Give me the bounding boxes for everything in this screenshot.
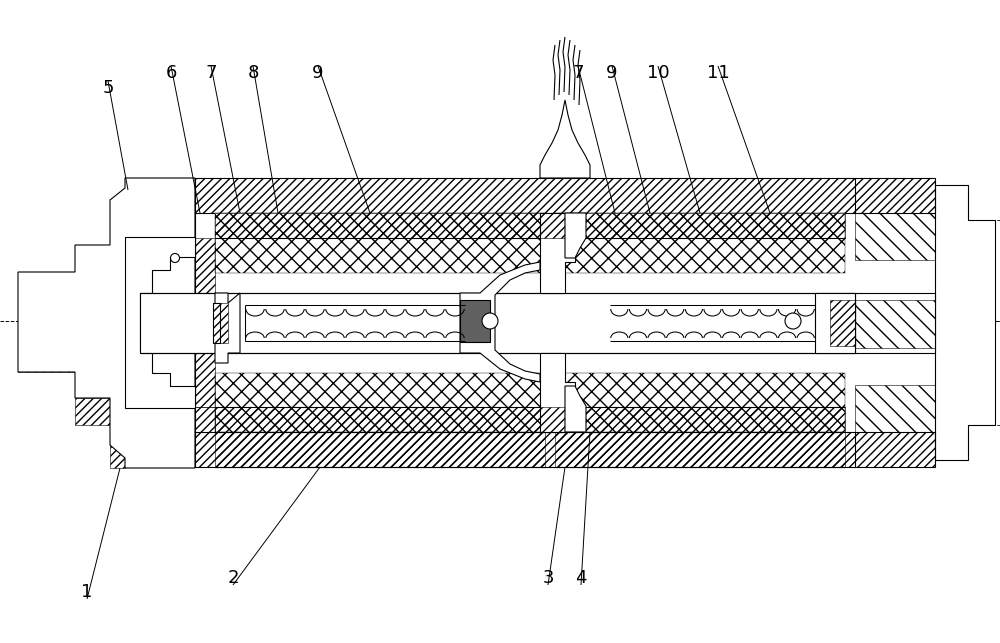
Text: 3: 3 — [542, 569, 554, 587]
Polygon shape — [460, 262, 540, 382]
Bar — [555, 213, 845, 238]
Polygon shape — [18, 178, 195, 468]
Circle shape — [482, 313, 498, 329]
Bar — [195, 407, 215, 432]
Text: 4: 4 — [575, 569, 587, 587]
Bar — [75, 245, 110, 275]
Polygon shape — [855, 293, 935, 353]
Bar — [855, 178, 935, 213]
Bar — [555, 373, 845, 432]
Polygon shape — [540, 213, 575, 293]
Bar — [555, 407, 845, 432]
Text: 7: 7 — [205, 64, 217, 82]
Polygon shape — [215, 293, 240, 363]
Bar — [215, 213, 545, 238]
Bar — [968, 220, 995, 425]
Polygon shape — [935, 185, 995, 460]
Bar — [195, 432, 855, 467]
Bar — [215, 407, 545, 432]
Bar — [213, 303, 220, 343]
Polygon shape — [460, 300, 490, 342]
Bar — [540, 407, 565, 432]
Text: 6: 6 — [165, 64, 177, 82]
Bar — [195, 353, 215, 407]
Bar — [855, 432, 935, 467]
Polygon shape — [125, 237, 195, 408]
Bar — [555, 213, 845, 273]
Bar — [820, 300, 855, 346]
Polygon shape — [540, 353, 575, 432]
Bar — [18, 272, 75, 302]
Bar — [140, 293, 855, 353]
Bar — [18, 342, 75, 372]
Text: 8: 8 — [247, 64, 259, 82]
Text: 1: 1 — [81, 583, 93, 601]
Text: 9: 9 — [606, 64, 618, 82]
Polygon shape — [815, 293, 855, 353]
Text: 2: 2 — [227, 569, 239, 587]
Text: 10: 10 — [647, 64, 669, 82]
Polygon shape — [565, 213, 586, 258]
Bar — [935, 185, 968, 220]
Bar — [195, 178, 855, 213]
Circle shape — [785, 313, 801, 329]
Text: 7: 7 — [572, 64, 584, 82]
Bar — [540, 213, 565, 238]
Polygon shape — [565, 386, 586, 432]
Bar — [935, 425, 968, 460]
Text: 11: 11 — [707, 64, 729, 82]
Bar — [110, 200, 125, 468]
Text: 9: 9 — [312, 64, 324, 82]
Bar — [215, 373, 545, 432]
Bar — [195, 238, 215, 293]
Polygon shape — [540, 100, 590, 178]
Bar — [830, 300, 855, 346]
Text: 5: 5 — [102, 79, 114, 97]
Bar — [555, 432, 845, 467]
Bar — [215, 303, 228, 343]
Bar — [75, 398, 110, 425]
Bar — [213, 303, 220, 343]
Bar — [215, 213, 545, 273]
Bar — [215, 432, 545, 467]
Circle shape — [170, 253, 180, 262]
